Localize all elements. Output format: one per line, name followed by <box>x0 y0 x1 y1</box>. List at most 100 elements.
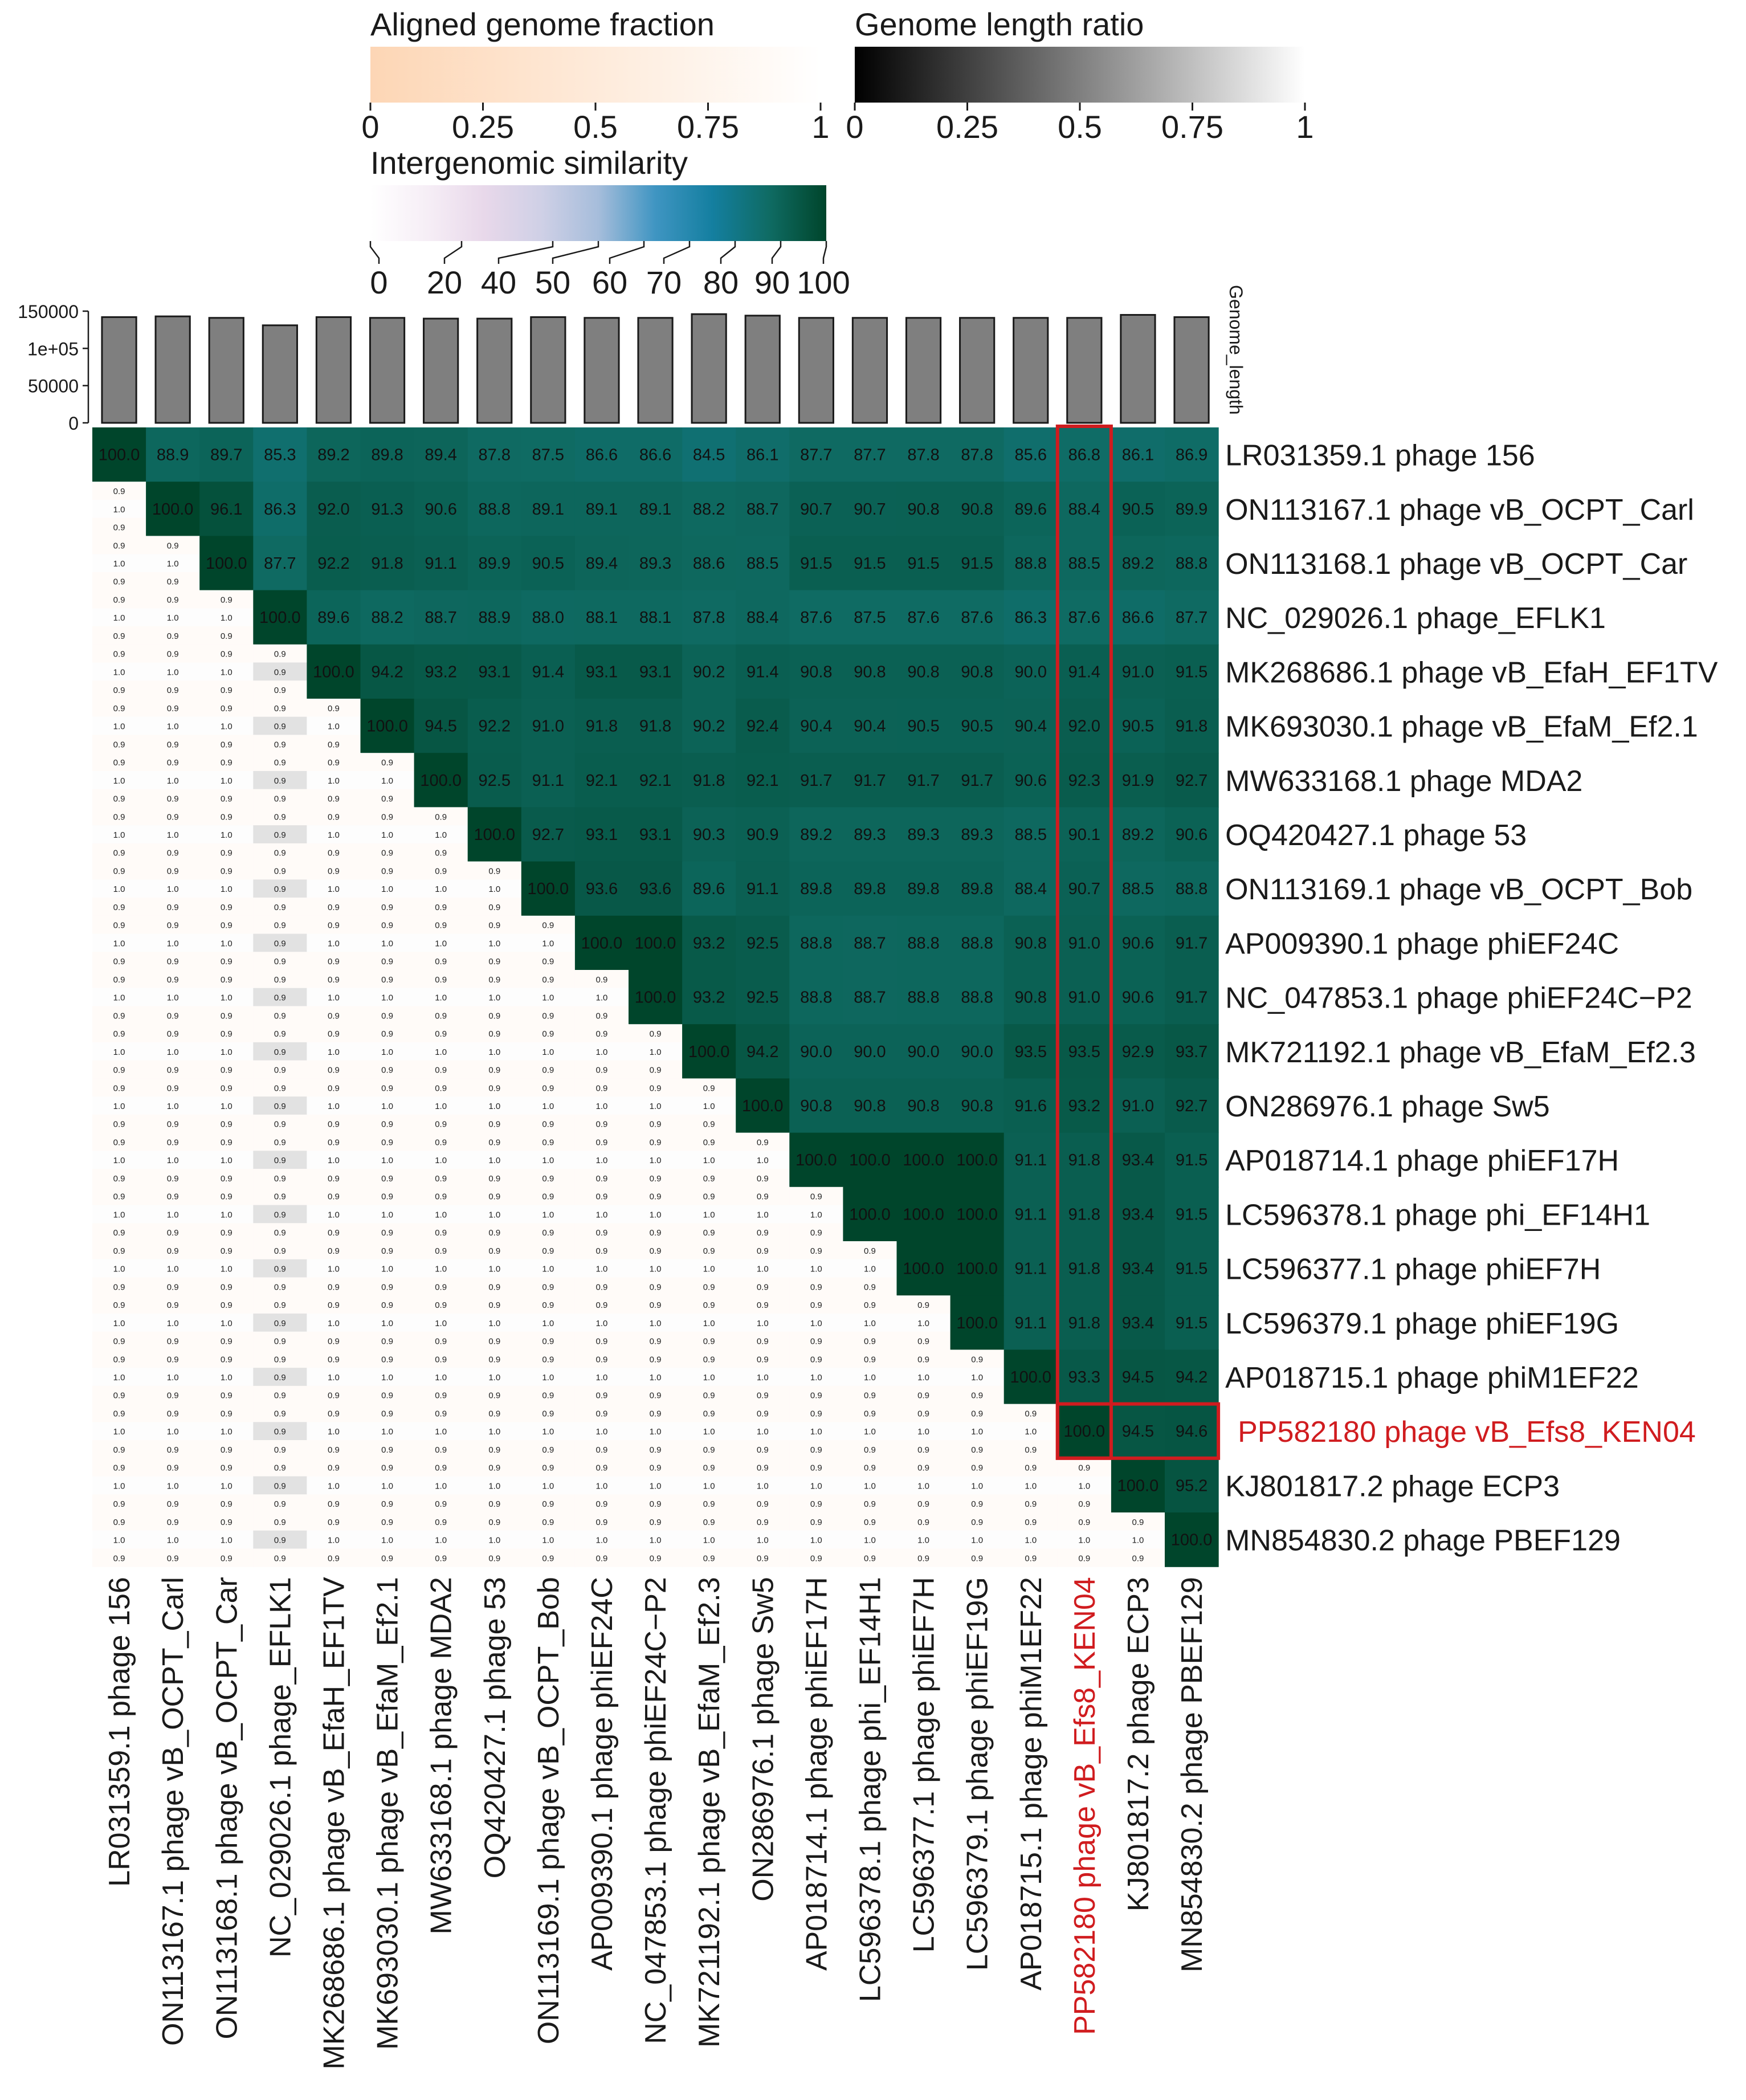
length-ratio-cell <box>736 1476 790 1495</box>
length-ratio-cell <box>253 879 307 898</box>
aligned-fraction-value: 0.9 <box>864 1246 876 1256</box>
aligned-fraction-value: 0.9 <box>328 1011 340 1021</box>
aligned-fraction-value: 0.9 <box>703 1553 715 1563</box>
aligned-fraction-cell <box>199 1186 254 1205</box>
aligned-fraction-cell <box>467 970 522 989</box>
aligned-fraction-cell <box>843 1349 898 1368</box>
aligned-fraction-cell <box>146 626 200 645</box>
aligned-fraction-cell <box>146 699 200 717</box>
length-ratio-value: 1.0 <box>167 667 179 677</box>
length-ratio-cell <box>789 1368 843 1387</box>
length-ratio-value: 1.0 <box>435 1210 447 1220</box>
aligned-fraction-value: 0.9 <box>167 1011 179 1021</box>
length-ratio-value: 1.0 <box>381 1536 393 1546</box>
aligned-fraction-cell <box>253 861 307 880</box>
heatmap-cell <box>521 536 576 591</box>
aligned-fraction-cell <box>682 1404 736 1422</box>
heatmap-cell <box>1111 753 1165 808</box>
aligned-fraction-cell <box>682 1132 736 1151</box>
row-label: ON113168.1 phage vB_OCPT_Car <box>1225 548 1687 581</box>
heatmap-cell-value: 94.2 <box>371 663 403 681</box>
aligned-fraction-cell <box>92 1512 146 1531</box>
heatmap-cell <box>360 644 415 699</box>
aligned-fraction-value: 0.9 <box>703 1246 715 1256</box>
heatmap-cell <box>736 861 790 916</box>
length-ratio-cell <box>521 1476 576 1495</box>
aligned-fraction-cell <box>146 1132 200 1151</box>
length-ratio-cell <box>896 1476 951 1495</box>
heatmap-cell-value: 90.7 <box>800 500 832 519</box>
aligned-fraction-cell <box>92 1114 146 1133</box>
genome-length-bar <box>691 313 727 424</box>
heatmap-cell <box>1003 699 1058 753</box>
aligned-fraction-value: 0.9 <box>113 740 125 749</box>
aligned-fraction-cell <box>199 1132 254 1151</box>
legend-tick-label: 70 <box>646 264 682 300</box>
heatmap-cell <box>146 482 200 536</box>
aligned-fraction-cell <box>950 1385 1005 1405</box>
length-ratio-cell <box>253 662 307 681</box>
length-ratio-cell <box>950 1476 1005 1495</box>
aligned-fraction-cell <box>92 735 146 753</box>
aligned-fraction-cell <box>629 1404 683 1422</box>
length-ratio-value: 1.0 <box>1025 1536 1037 1546</box>
aligned-fraction-cell <box>736 1494 790 1513</box>
aligned-fraction-value: 0.9 <box>542 1282 554 1292</box>
aligned-fraction-value: 0.9 <box>435 1083 447 1093</box>
aligned-fraction-cell <box>307 1132 361 1151</box>
heatmap-cell <box>896 1024 951 1079</box>
heatmap-cell-value: 89.3 <box>961 826 993 844</box>
length-ratio-cell <box>950 1422 1005 1441</box>
aligned-fraction-value: 0.9 <box>381 1083 393 1093</box>
aligned-fraction-value: 0.9 <box>596 1011 608 1021</box>
aligned-fraction-cell <box>307 1512 361 1531</box>
aligned-fraction-cell <box>736 1440 790 1459</box>
aligned-fraction-cell <box>199 807 254 826</box>
aligned-fraction-value: 0.9 <box>1078 1518 1090 1527</box>
aligned-fraction-cell <box>521 1548 576 1567</box>
heatmap-cell-value: 91.7 <box>1176 934 1207 952</box>
length-ratio-cell <box>92 1151 146 1169</box>
aligned-fraction-value: 0.9 <box>917 1355 929 1364</box>
aligned-fraction-value: 0.9 <box>542 1120 554 1129</box>
aligned-fraction-cell <box>629 1277 683 1296</box>
heatmap-cell <box>1003 482 1058 536</box>
heatmap-cell <box>843 861 898 916</box>
aligned-fraction-cell <box>574 1186 629 1205</box>
length-ratio-cell <box>92 662 146 681</box>
aligned-fraction-cell <box>682 1169 736 1188</box>
length-ratio-cell <box>521 933 576 952</box>
aligned-fraction-cell <box>467 1385 522 1405</box>
aligned-fraction-cell <box>629 1349 683 1368</box>
aligned-fraction-value: 0.9 <box>221 1029 232 1039</box>
heatmap-cell <box>950 427 1005 482</box>
heatmap-cell-value: 91.5 <box>907 554 939 573</box>
aligned-fraction-value: 0.9 <box>381 1518 393 1527</box>
aligned-fraction-value: 0.9 <box>542 1011 554 1021</box>
aligned-fraction-cell <box>521 1078 576 1097</box>
length-ratio-cell <box>467 879 522 898</box>
length-ratio-cell <box>843 1313 898 1332</box>
aligned-fraction-value: 0.9 <box>810 1300 822 1310</box>
legend-length-ratio-ticks: 0 0.25 0.5 0.75 1 <box>846 103 1314 145</box>
length-ratio-value: 1.0 <box>167 1481 179 1491</box>
aligned-fraction-value: 0.9 <box>488 1029 500 1039</box>
legend-tick-label: 0.5 <box>1058 109 1102 145</box>
aligned-fraction-value: 0.9 <box>596 1337 608 1347</box>
aligned-fraction-cell <box>360 1114 415 1133</box>
length-ratio-cell <box>360 1476 415 1495</box>
aligned-fraction-cell <box>521 1331 576 1350</box>
aligned-fraction-value: 0.9 <box>113 704 125 713</box>
row-label: AP018714.1 phage phiEF17H <box>1225 1144 1619 1177</box>
length-ratio-cell <box>521 1368 576 1387</box>
aligned-fraction-value: 0.9 <box>864 1553 876 1563</box>
length-ratio-cell <box>307 1530 361 1549</box>
row-label: NC_029026.1 phage_EFLK1 <box>1225 602 1606 635</box>
aligned-fraction-cell <box>360 843 415 862</box>
length-ratio-value: 1.0 <box>757 1373 769 1383</box>
heatmap-cell-value: 88.9 <box>479 609 511 627</box>
heatmap-cell-value: 87.8 <box>693 609 725 627</box>
aligned-fraction-value: 0.9 <box>167 541 179 551</box>
heatmap-cell <box>1057 970 1112 1025</box>
heatmap-cell <box>414 427 468 482</box>
